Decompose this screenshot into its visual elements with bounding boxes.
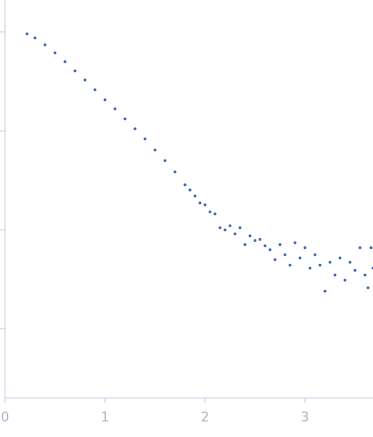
point	[313, 253, 317, 257]
point	[288, 263, 292, 267]
point	[238, 226, 242, 230]
point	[43, 43, 47, 47]
point	[163, 159, 167, 163]
point	[83, 78, 87, 82]
point	[268, 248, 272, 252]
point	[233, 232, 237, 236]
point	[333, 273, 337, 277]
point	[278, 243, 282, 246]
point	[33, 36, 37, 40]
point	[338, 256, 342, 260]
point	[318, 263, 322, 267]
point	[53, 51, 57, 55]
point	[358, 246, 362, 250]
point	[93, 88, 97, 92]
point	[283, 253, 287, 257]
point	[298, 256, 302, 260]
point	[223, 228, 227, 232]
point	[143, 137, 147, 141]
point	[248, 234, 252, 238]
point	[353, 268, 357, 272]
point	[228, 224, 232, 228]
point	[208, 210, 212, 214]
point	[293, 241, 297, 245]
point	[193, 194, 197, 198]
point	[218, 226, 222, 230]
point	[173, 170, 177, 174]
point	[366, 286, 370, 290]
point	[63, 60, 67, 64]
point	[213, 212, 217, 216]
point	[243, 243, 247, 246]
point	[198, 201, 202, 205]
point	[123, 117, 127, 121]
point	[263, 244, 267, 248]
point	[203, 203, 207, 207]
point	[113, 107, 117, 111]
point	[73, 69, 77, 73]
point	[363, 273, 367, 277]
point	[153, 148, 157, 152]
point	[183, 183, 187, 187]
x-tick-label: 2	[201, 411, 209, 426]
x-tick-label: 0	[1, 411, 9, 426]
point	[188, 188, 192, 192]
point	[103, 98, 107, 102]
point	[343, 278, 347, 282]
point	[253, 239, 257, 242]
x-tick-label: 1	[101, 411, 109, 426]
point	[323, 289, 327, 293]
point	[133, 127, 137, 131]
point	[25, 32, 29, 36]
point	[348, 260, 352, 264]
point	[258, 238, 262, 241]
point	[308, 266, 312, 270]
point	[273, 258, 277, 262]
x-tick-label: 3	[301, 411, 309, 426]
point	[328, 260, 332, 264]
point	[369, 246, 373, 250]
point	[303, 246, 307, 250]
